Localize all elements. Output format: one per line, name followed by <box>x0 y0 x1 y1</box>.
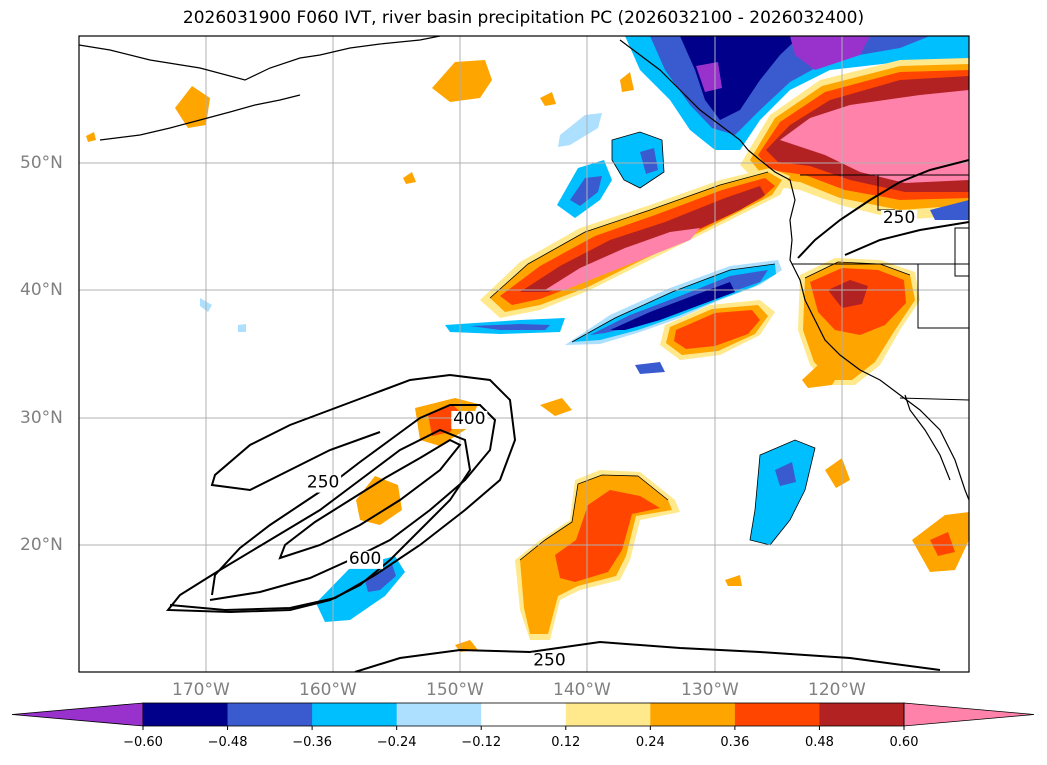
colorbar-segment <box>565 703 651 726</box>
ivt-contour-layer <box>165 159 969 672</box>
lon-label-170w: 170°W <box>172 680 230 700</box>
precip-fill-layer <box>86 36 969 652</box>
lon-label-120w: 120°W <box>808 680 866 700</box>
precip-neg-n3-blue <box>570 176 602 206</box>
lon-label-160w: 160°W <box>299 680 357 700</box>
precip-neg-n1 <box>558 113 602 147</box>
precip-patch-b5 <box>403 172 416 184</box>
colorbar-segment <box>650 703 736 726</box>
contour-label: 250 <box>307 473 339 493</box>
colorbar-segment <box>396 703 482 726</box>
colorbar-segment <box>227 703 313 726</box>
precip-neg-s2 <box>238 324 246 332</box>
precip-patch-b12 <box>455 640 478 652</box>
contour-label: 400 <box>453 409 485 429</box>
ivt-contour-250-sw <box>165 428 472 614</box>
ivt-contour-250-south <box>354 640 941 672</box>
precip-patch-b4 <box>620 72 634 92</box>
precip-patch-b11 <box>725 575 742 586</box>
grid-layer <box>79 36 969 672</box>
colorbar-segment <box>312 703 398 726</box>
colorbar-label: 0.36 <box>720 735 749 750</box>
colorbar-label: −0.12 <box>461 735 501 750</box>
contour-label: 250 <box>883 208 915 228</box>
border-layer <box>792 174 970 401</box>
precip-patch-north-navy <box>680 36 800 120</box>
precip-patch-neg-navy <box>610 282 735 330</box>
colorbar-label: 0.24 <box>636 735 665 750</box>
contour-label: 600 <box>349 549 381 569</box>
ivt-contour-250-ne <box>797 159 969 259</box>
precip-neg-e1-blue <box>775 462 796 486</box>
colorbar-segment <box>143 703 229 726</box>
colorbar-segment <box>481 703 567 726</box>
precip-neg-e1 <box>750 440 815 545</box>
precip-patch-haw-red <box>555 490 660 582</box>
ivt-contour-250-outer <box>169 373 517 612</box>
coastline-alaska <box>79 36 441 81</box>
colorbar-frame <box>142 702 905 727</box>
precip-patch-b10 <box>825 458 850 488</box>
colorbar-label: −0.60 <box>123 735 163 750</box>
lon-label-140w: 140°W <box>553 680 611 700</box>
precip-patch-b7 <box>540 398 572 416</box>
colorbar-label: 0.12 <box>551 735 580 750</box>
precip-patch-ca-brown <box>828 280 868 308</box>
border-nv <box>917 264 969 329</box>
colorbar-label: −0.48 <box>208 735 248 750</box>
precip-patch-mid-red <box>674 310 760 349</box>
coastline-aleutians <box>99 94 301 141</box>
map-frame <box>78 35 970 673</box>
colorbar-segment <box>734 703 820 726</box>
precip-patch-b9 <box>356 476 402 525</box>
colorbar: −0.60 −0.48 −0.36 −0.24 −0.12 0.12 0.24 0.36 0.4… <box>11 702 1035 750</box>
contour-label: 250 <box>533 651 565 671</box>
coastline-se-alaska <box>619 39 749 151</box>
lat-label-20: 20°N <box>20 535 63 555</box>
precip-neg-n2 <box>612 132 664 188</box>
colorbar-extend-low <box>11 702 144 727</box>
colorbar-label: 0.60 <box>890 735 919 750</box>
precip-patch-b14 <box>802 365 838 388</box>
lat-label-50: 50°N <box>20 153 63 173</box>
colorbar-segment <box>819 703 905 726</box>
colorbar-label: −0.24 <box>377 735 417 750</box>
contour-label-layer: 250 400 600 250 250 <box>305 208 918 671</box>
lat-label-40: 40°N <box>20 280 63 300</box>
contour-label-bg <box>881 209 918 228</box>
coastline-baja <box>904 394 951 481</box>
precip-patch-b13-red <box>930 532 955 556</box>
precip-patch-b2 <box>175 86 210 128</box>
precip-patch-b6 <box>86 132 96 142</box>
colorbar-extend-high <box>903 702 1035 727</box>
precip-patch-band-pink <box>545 228 700 290</box>
colorbar-label: −0.36 <box>292 735 332 750</box>
coastline-bc <box>747 149 969 501</box>
precip-patch-b1 <box>432 60 492 102</box>
precip-neg-hawaii-blue <box>365 564 396 592</box>
contour-label-bg <box>531 652 568 671</box>
contour-label-bg <box>451 410 488 429</box>
precip-neg-n2-blue <box>640 148 658 174</box>
lon-label-130w: 130°W <box>681 680 739 700</box>
map-title: 2026031900 F060 IVT, river basin precipi… <box>182 8 865 28</box>
precip-patch-ne-blue <box>930 200 969 220</box>
precip-patch-neg-blue-west <box>470 324 550 330</box>
precip-patch-pnw-pink <box>780 90 969 183</box>
precip-patch-b3 <box>540 92 556 106</box>
colorbar-label: 0.48 <box>805 735 834 750</box>
ivt-contour-250-ne2 <box>844 221 969 256</box>
precip-patch-north-purple <box>790 36 870 70</box>
lat-label-30: 30°N <box>20 408 63 428</box>
coastline-layer <box>79 36 969 501</box>
lon-label-150w: 150°W <box>426 680 484 700</box>
precip-patch-band-brown <box>520 186 765 292</box>
precip-patch-neg-small <box>635 362 665 374</box>
border-ut <box>954 227 970 277</box>
border-mexico <box>899 397 970 401</box>
contour-label-bg <box>305 474 342 493</box>
contour-label-bg <box>347 550 384 569</box>
ivt-contour-600 <box>278 438 462 560</box>
